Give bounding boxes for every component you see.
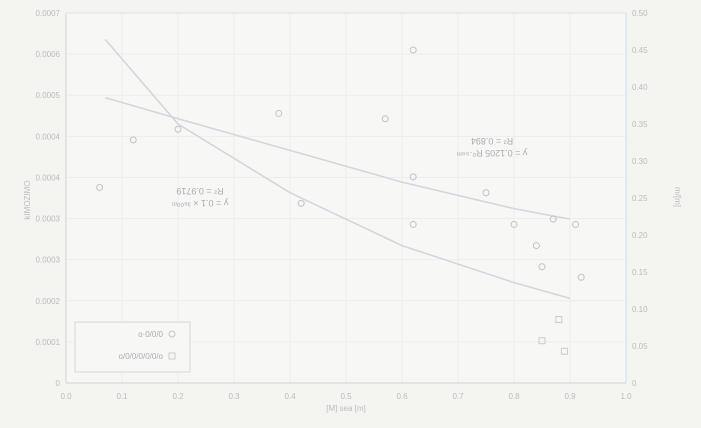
trend-equation-1: y = 0.1205 R⁰·⁹⁹ᵐ R² = 0.894 [457, 136, 528, 158]
y-left-tick-label-9: 0.0007 [36, 9, 61, 18]
y-left-tick-label-4: 0.0003 [36, 215, 61, 224]
legend: o·0/0/0 o/0/0/0/0/0/o [74, 321, 191, 373]
data-point-s2-1 [560, 347, 568, 355]
x-tick-label-3: 0.3 [228, 392, 240, 401]
trend-equation-2-text: y = 0.1 × ³⁶⁰⁰ᵐ [172, 198, 229, 208]
axes-layer [65, 12, 627, 384]
y-left-tick-label-2: 0.0002 [36, 297, 61, 306]
trend-layer [104, 38, 571, 300]
legend-box [74, 321, 191, 373]
x-tick-label-7: 0.7 [452, 392, 464, 401]
x-tick-label-4: 0.4 [284, 392, 296, 401]
x-tick-label-6: 0.6 [396, 392, 408, 401]
legend-label-series-2: o/0/0/0/0/0/o [119, 352, 164, 361]
y-left-tick-label-5: 0.0004 [36, 173, 61, 182]
x-tick-label-2: 0.2 [172, 392, 184, 401]
y-right-tick-label-1: 0.05 [632, 342, 648, 351]
trend-equation-1-r2: R² = 0.894 [471, 136, 513, 146]
y-right-tick-label-10: 0.50 [632, 9, 648, 18]
y-left-tick-label-3: 0.0003 [36, 256, 61, 265]
y-right-tick-label-7: 0.35 [632, 120, 648, 129]
y-left-tick-label-6: 0.0004 [36, 132, 61, 141]
data-point-s1-3 [297, 199, 305, 207]
data-point-s1-0 [96, 183, 104, 191]
trend-equation-1-text: y = 0.1205 R⁰·⁹⁹ᵐ [457, 148, 528, 158]
x-tick-label-5: 0.5 [340, 392, 352, 401]
point-layer [96, 46, 585, 355]
x-tick-label-1: 0.1 [116, 392, 128, 401]
y-left-tick-label-8: 0.0006 [36, 50, 61, 59]
y-right-tick-label-8: 0.40 [632, 83, 648, 92]
data-point-s1-13 [409, 46, 417, 54]
data-point-s1-15 [538, 263, 546, 271]
data-point-s2-0 [538, 337, 546, 345]
trendline-2 [104, 38, 571, 300]
x-tick-label-10: 1.0 [620, 392, 632, 401]
y-right-tick-label-5: 0.25 [632, 194, 648, 203]
tick-layer: 0.0 0.1 0.2 0.3 0.4 0.5 0.6 0.7 0.8 0.9 1.000.0001… [36, 9, 649, 401]
y-left-tick-label-0: 0 [56, 379, 61, 388]
y-left-tick-label-7: 0.0005 [36, 91, 61, 100]
y-axis-title-left: kIMOZIMO [23, 180, 32, 219]
data-point-s1-7 [482, 189, 490, 197]
y-right-tick-label-9: 0.45 [632, 46, 648, 55]
y-right-tick-label-6: 0.30 [632, 157, 648, 166]
data-point-s1-11 [577, 273, 585, 281]
trend-equation-2-r2: R² = 0.9719 [176, 186, 223, 196]
data-point-s1-4 [381, 115, 389, 123]
data-point-s1-8 [510, 220, 518, 228]
legend-marker-series-2 [168, 352, 176, 360]
data-point-s1-12 [275, 109, 283, 117]
trendline-1 [104, 96, 571, 220]
legend-label-series-1: o·0/0/0 [138, 330, 163, 339]
y-right-tick-label-3: 0.15 [632, 268, 648, 277]
x-axis-title: [M] sea [m] [326, 404, 366, 413]
y-axis-title-right: m/[m] [673, 187, 682, 207]
y-right-tick-label-2: 0.10 [632, 305, 648, 314]
data-point-s1-14 [572, 220, 580, 228]
data-point-s1-9 [532, 242, 540, 250]
data-point-s1-6 [409, 220, 417, 228]
data-point-s1-10 [549, 215, 557, 223]
data-point-s1-5 [409, 173, 417, 181]
data-point-s1-2 [174, 125, 182, 133]
legend-marker-series-1 [168, 330, 176, 338]
data-point-s2-2 [555, 316, 563, 324]
y-left-tick-label-1: 0.0001 [36, 338, 61, 347]
data-point-s1-1 [129, 136, 137, 144]
x-tick-label-9: 0.9 [564, 392, 576, 401]
trend-equation-2: y = 0.1 × ³⁶⁰⁰ᵐ R² = 0.9719 [172, 186, 229, 208]
y-right-tick-label-0: 0 [632, 379, 637, 388]
x-tick-label-8: 0.8 [508, 392, 520, 401]
x-tick-label-0: 0.0 [60, 392, 72, 401]
y-right-tick-label-4: 0.20 [632, 231, 648, 240]
